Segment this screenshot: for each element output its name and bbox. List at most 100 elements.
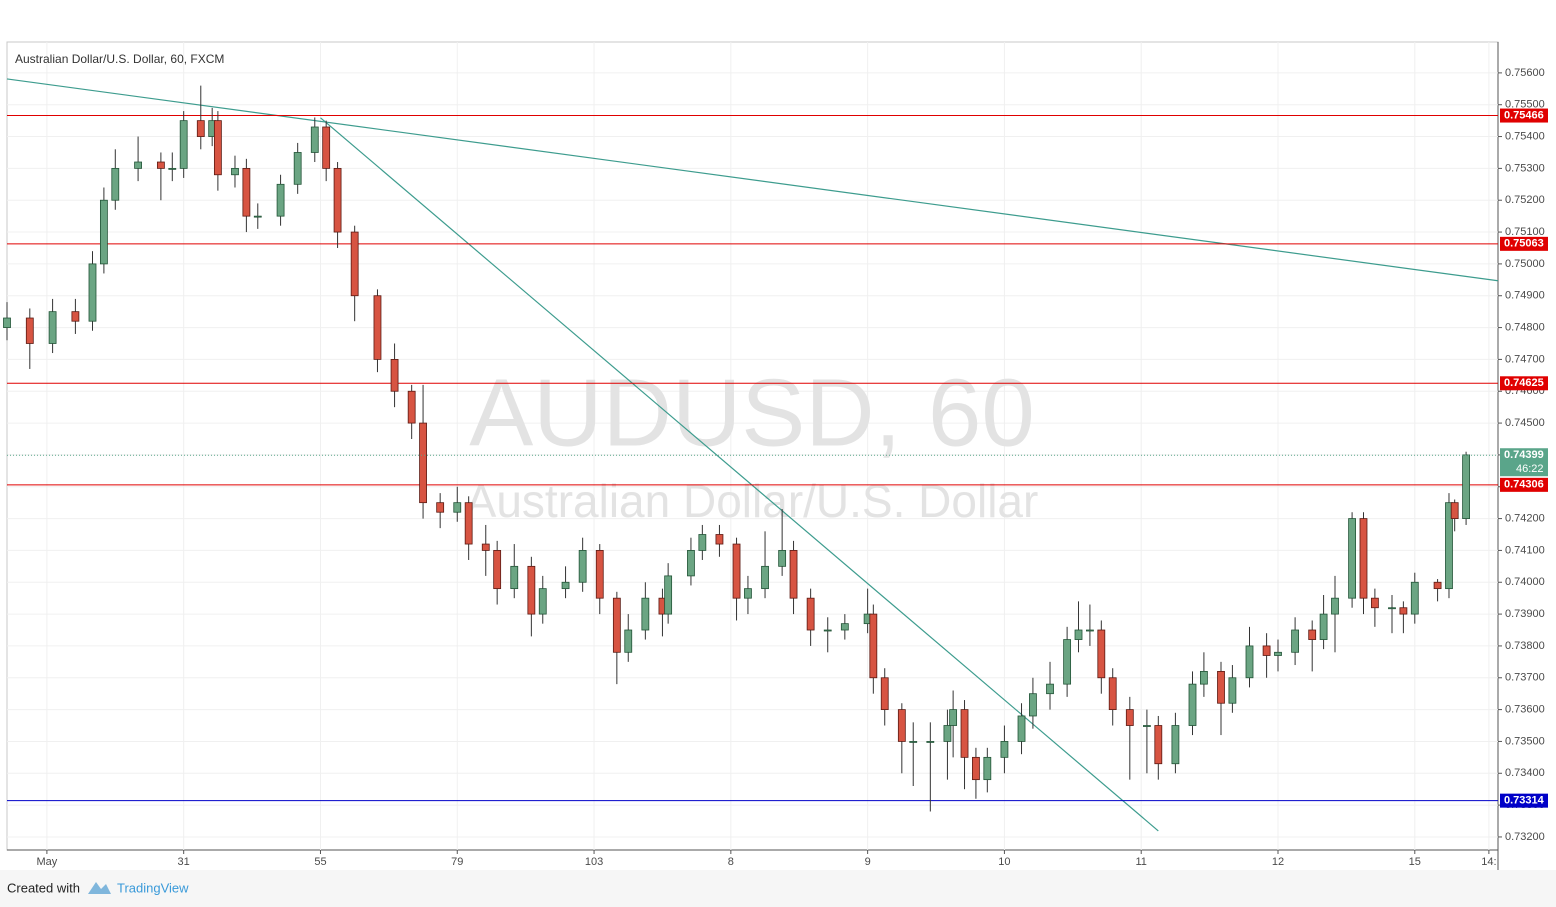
y-tick-label: 0.75500 <box>1505 99 1545 111</box>
candle-body <box>1029 693 1037 717</box>
candle-body <box>687 550 695 577</box>
candle-body <box>25 317 34 344</box>
candle-body <box>453 502 462 513</box>
candle-body <box>3 317 11 328</box>
candle-body <box>71 311 80 322</box>
candle-body <box>464 502 473 545</box>
candle-body <box>134 161 142 169</box>
level-marker <box>1500 376 1548 391</box>
candle-body <box>698 534 707 551</box>
candle-body <box>1154 725 1163 765</box>
candle-body <box>373 295 382 360</box>
level-label: 0.74306 <box>1504 479 1544 491</box>
candle-body <box>510 565 519 590</box>
candle-body <box>806 597 815 631</box>
candle-body <box>1388 607 1396 610</box>
watermark-subtitle: Australian Dollar/U.S. Dollar <box>466 475 1039 527</box>
candle-body <box>1410 581 1419 615</box>
level-label: 0.74625 <box>1504 377 1544 389</box>
candle-body <box>880 677 889 711</box>
grid <box>7 42 1498 850</box>
candle-body <box>493 550 502 590</box>
brand-logo <box>88 882 111 894</box>
candle-body <box>561 581 570 590</box>
y-tick-label: 0.73700 <box>1505 672 1545 684</box>
candle-body <box>949 709 958 726</box>
candle-body <box>481 543 490 551</box>
countdown-label: 46:22 <box>1516 463 1544 475</box>
candle-body <box>276 183 285 217</box>
candle-body <box>322 126 331 169</box>
candle-body <box>1143 725 1151 727</box>
footer-created: Created with <box>7 880 80 895</box>
y-tick-label: 0.74900 <box>1505 290 1545 302</box>
level-marker <box>1500 477 1548 492</box>
candle-body <box>538 588 547 615</box>
candle-body <box>1200 670 1208 685</box>
candle-body <box>1188 683 1197 726</box>
x-tick-label: 31 <box>178 856 190 868</box>
footer-brand[interactable]: TradingView <box>117 880 189 895</box>
candle-body <box>1046 683 1054 695</box>
candle-body <box>196 120 205 137</box>
candle-body <box>943 725 952 742</box>
candle-body <box>390 359 399 392</box>
candle-body <box>897 709 906 742</box>
candle-body <box>1445 502 1453 590</box>
x-tick-label: 14: <box>1481 856 1496 868</box>
candle-body <box>595 550 604 599</box>
candle-body <box>1262 645 1271 656</box>
candle-body <box>350 231 359 297</box>
candle-body <box>242 167 251 217</box>
candle-body <box>111 167 120 201</box>
y-tick-label: 0.73200 <box>1505 831 1545 843</box>
candle-body <box>1450 502 1459 519</box>
current-price-label: 0.74399 <box>1504 449 1544 461</box>
candle-body <box>1000 741 1009 758</box>
y-tick-label: 0.73900 <box>1505 608 1545 620</box>
y-tick-label: 0.74000 <box>1505 576 1545 588</box>
x-tick-label: 10 <box>998 856 1010 868</box>
candle-body <box>1217 670 1225 704</box>
x-tick-label: May <box>37 856 58 868</box>
candle-body <box>624 629 633 653</box>
candle-body <box>213 120 222 176</box>
candle-body <box>926 741 935 743</box>
candle-body <box>789 550 798 599</box>
candle-body <box>88 263 97 322</box>
x-tick-label: 11 <box>1135 856 1146 868</box>
candle-body <box>179 120 188 169</box>
x-tick-label: 12 <box>1272 856 1284 868</box>
candle-body <box>761 565 769 590</box>
candle-body <box>732 543 741 599</box>
candle-body <box>983 756 992 781</box>
candle-body <box>1097 629 1106 679</box>
candle-body <box>1125 709 1134 726</box>
candle-body <box>960 709 969 758</box>
y-tick-label: 0.75300 <box>1505 162 1545 174</box>
candle-body <box>1228 677 1237 704</box>
y-tick-label: 0.75600 <box>1505 67 1545 79</box>
x-tick-label: 103 <box>585 856 603 868</box>
x-tick-label: 79 <box>451 856 463 868</box>
y-tick-label: 0.74200 <box>1505 512 1545 524</box>
candle-body <box>1433 581 1442 590</box>
candle-body <box>664 575 673 615</box>
candle-body <box>1370 597 1379 609</box>
candle-body <box>1462 454 1470 519</box>
level-label: 0.73314 <box>1504 795 1545 807</box>
candle-body <box>1074 629 1083 640</box>
candle-body <box>744 588 752 599</box>
candle-body <box>869 613 878 679</box>
y-tick-label: 0.73500 <box>1505 735 1545 747</box>
candle-body <box>1108 677 1117 711</box>
trendline <box>320 117 1159 832</box>
level-marker <box>1500 236 1548 251</box>
marks <box>3 78 1499 832</box>
candle-body <box>231 167 239 176</box>
watermark: AUDUSD, 60 <box>469 359 1035 466</box>
y-tick-label: 0.75100 <box>1505 226 1545 238</box>
level-marker <box>1500 108 1548 123</box>
x-tick-label: 9 <box>865 856 871 868</box>
candle-body <box>436 502 445 513</box>
